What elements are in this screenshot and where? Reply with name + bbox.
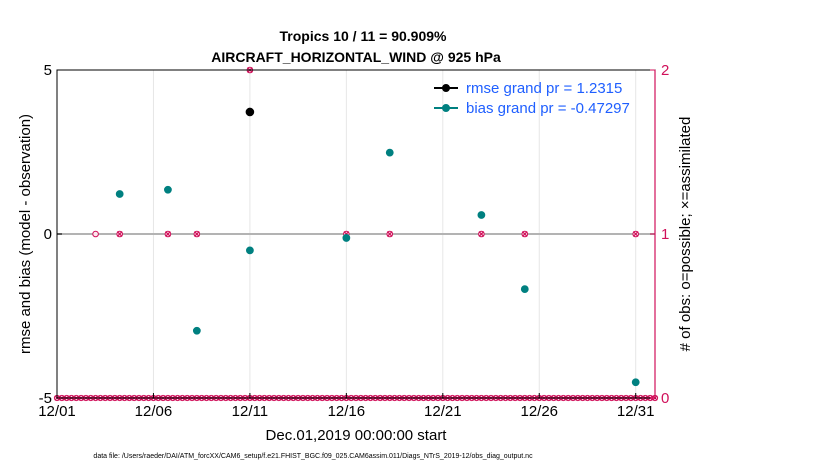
y-right-tick-label: 0 xyxy=(661,390,669,407)
legend: rmse grand pr = 1.2315 bias grand pr = -… xyxy=(434,80,630,117)
legend-bias-label: bias grand pr = -0.47297 xyxy=(466,100,630,117)
bias-point xyxy=(520,285,529,294)
x-tick-label: 12/16 xyxy=(328,403,366,420)
axis-ticks: 12/01 12/06 12/11 12/16 12/21 12/26 12/31 -5 0 5 0… xyxy=(38,62,669,420)
x-tick-label: 12/01 xyxy=(38,403,76,420)
obs-possible-marker xyxy=(92,230,99,238)
obs-assimilated-marker xyxy=(478,231,485,237)
bias-point xyxy=(477,211,486,219)
y-axis-right-label: # of obs: o=possible; ×=assimilated xyxy=(677,117,694,352)
data-markers xyxy=(115,107,640,387)
legend-bias-marker xyxy=(442,104,450,112)
x-tick-label: 12/06 xyxy=(135,403,173,420)
chart-title: Tropics 10 / 11 = 90.909% xyxy=(280,28,447,44)
obs-assimilated-marker xyxy=(386,231,393,237)
y-axis-label: rmse and bias (model - observation) xyxy=(17,114,34,354)
x-tick-label: 12/11 xyxy=(232,403,268,420)
obs-assimilated-marker xyxy=(521,231,528,237)
bias-point xyxy=(115,190,124,198)
bias-point xyxy=(246,246,254,255)
x-tick-label: 12/26 xyxy=(520,403,558,420)
bias-point xyxy=(385,148,394,157)
y-tick-label: 5 xyxy=(44,62,52,79)
x-axis-label: Dec.01,2019 00:00:00 start xyxy=(266,427,448,444)
bias-point xyxy=(342,234,351,242)
rmse-point xyxy=(245,107,255,117)
footnote: data file: /Users/raeder/DAI/ATM_forcXX/… xyxy=(93,453,533,460)
y-right-tick-label: 2 xyxy=(661,62,669,79)
bias-point xyxy=(631,378,640,387)
bias-point xyxy=(192,326,201,335)
legend-rmse-marker xyxy=(442,84,450,92)
obs-assimilated-marker xyxy=(165,231,171,237)
legend-rmse-label: rmse grand pr = 1.2315 xyxy=(466,80,622,97)
y-tick-label: -5 xyxy=(39,390,52,407)
obs-assimilated-marker xyxy=(116,231,123,237)
obs-assimilated-marker xyxy=(632,231,639,237)
obs-assimilated-marker xyxy=(194,231,200,237)
bias-point xyxy=(164,185,172,194)
y-right-tick-label: 1 xyxy=(661,226,669,243)
chart-subtitle: AIRCRAFT_HORIZONTAL_WIND @ 925 hPa xyxy=(211,49,501,65)
x-tick-label: 12/31 xyxy=(617,403,655,420)
x-tick-label: 12/21 xyxy=(424,403,462,420)
y-tick-label: 0 xyxy=(44,226,52,243)
